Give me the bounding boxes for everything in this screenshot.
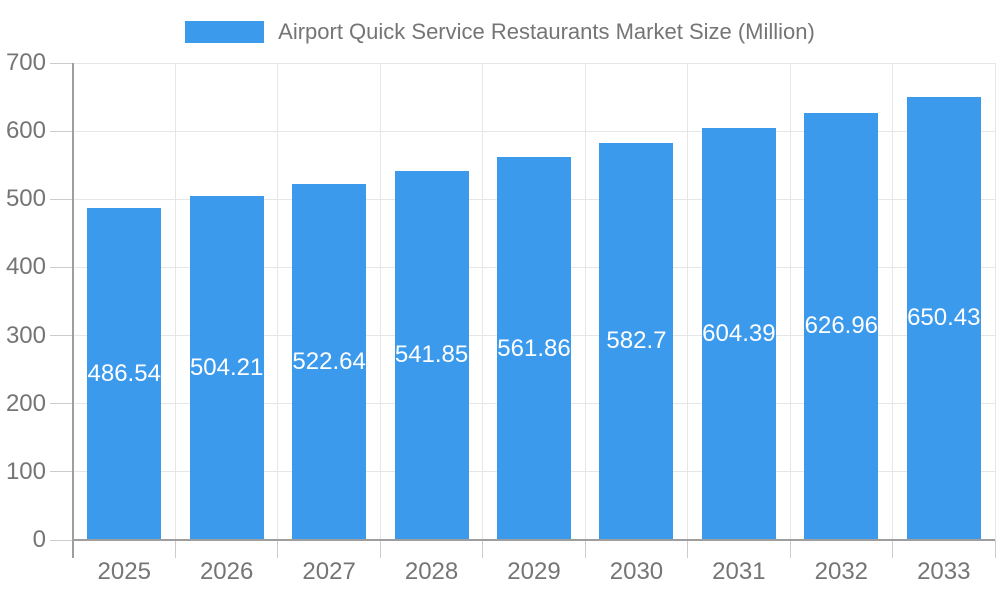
legend-label[interactable]: Airport Quick Service Restaurants Market… [278, 19, 815, 44]
x-tick-label: 2032 [814, 558, 869, 585]
y-axis-tick [50, 471, 73, 473]
x-axis-tick [892, 540, 894, 558]
bar-value-label: 626.96 [804, 312, 879, 340]
y-axis-tick [50, 266, 73, 268]
bar-value-label: 604.39 [702, 320, 776, 348]
y-tick-label: 600 [5, 117, 46, 145]
bar[interactable] [702, 128, 776, 540]
x-tick-label: 2029 [507, 558, 561, 585]
v-gridline [482, 63, 484, 540]
bar[interactable] [497, 157, 571, 540]
x-axis-line [72, 539, 995, 541]
bar-value-label: 504.21 [189, 354, 264, 382]
y-axis-tick [50, 198, 73, 200]
h-gridline [73, 62, 995, 64]
x-axis-tick [687, 540, 689, 558]
x-axis-tick [277, 540, 279, 558]
v-gridline [379, 63, 381, 540]
legend-swatch[interactable] [185, 21, 265, 43]
h-gridline [73, 130, 995, 132]
v-gridline [892, 63, 894, 540]
chart-legend[interactable]: Airport Quick Service Restaurants Market… [0, 19, 1000, 45]
bar[interactable] [804, 112, 878, 540]
bar-value-label: 541.85 [394, 341, 469, 369]
y-axis-line [72, 63, 74, 558]
bar-value-label: 522.64 [292, 347, 366, 375]
x-tick-label: 2026 [199, 558, 254, 585]
bar[interactable] [292, 183, 366, 540]
x-axis-tick [379, 540, 381, 558]
y-tick-label: 400 [5, 253, 46, 281]
y-tick-label: 500 [5, 185, 46, 213]
x-tick-label: 2027 [302, 558, 356, 585]
v-gridline [174, 63, 176, 540]
bar-value-label: 561.86 [497, 334, 571, 362]
v-gridline [277, 63, 279, 540]
v-gridline [789, 63, 791, 540]
y-axis-tick [50, 403, 73, 405]
y-axis-tick [50, 130, 73, 132]
x-axis-tick [994, 540, 996, 558]
x-axis-tick [584, 540, 586, 558]
bar-value-label: 650.43 [907, 304, 981, 332]
x-axis-tick [789, 540, 791, 558]
y-tick-label: 200 [5, 389, 46, 417]
y-axis-tick [50, 62, 73, 64]
x-axis-tick [482, 540, 484, 558]
x-tick-label: 2030 [609, 558, 664, 585]
bar[interactable] [190, 196, 264, 540]
v-gridline [994, 63, 996, 540]
y-tick-label: 300 [5, 321, 46, 349]
y-tick-label: 0 [32, 526, 46, 553]
y-tick-label: 100 [5, 457, 46, 485]
bar-value-label: 486.54 [87, 360, 161, 388]
bar-value-label: 582.7 [606, 327, 667, 355]
bar[interactable] [599, 142, 673, 540]
x-axis-tick [174, 540, 176, 558]
v-gridline [687, 63, 689, 540]
y-tick-label: 700 [5, 49, 46, 76]
bar[interactable] [87, 208, 161, 540]
x-tick-label: 2031 [712, 558, 766, 585]
y-axis-tick [50, 335, 73, 337]
v-gridline [584, 63, 586, 540]
x-tick-label: 2033 [917, 558, 971, 585]
bar[interactable] [395, 170, 469, 540]
y-axis-tick [50, 539, 73, 541]
x-tick-label: 2025 [97, 558, 151, 585]
bar[interactable] [907, 96, 981, 540]
x-tick-label: 2028 [404, 558, 459, 585]
